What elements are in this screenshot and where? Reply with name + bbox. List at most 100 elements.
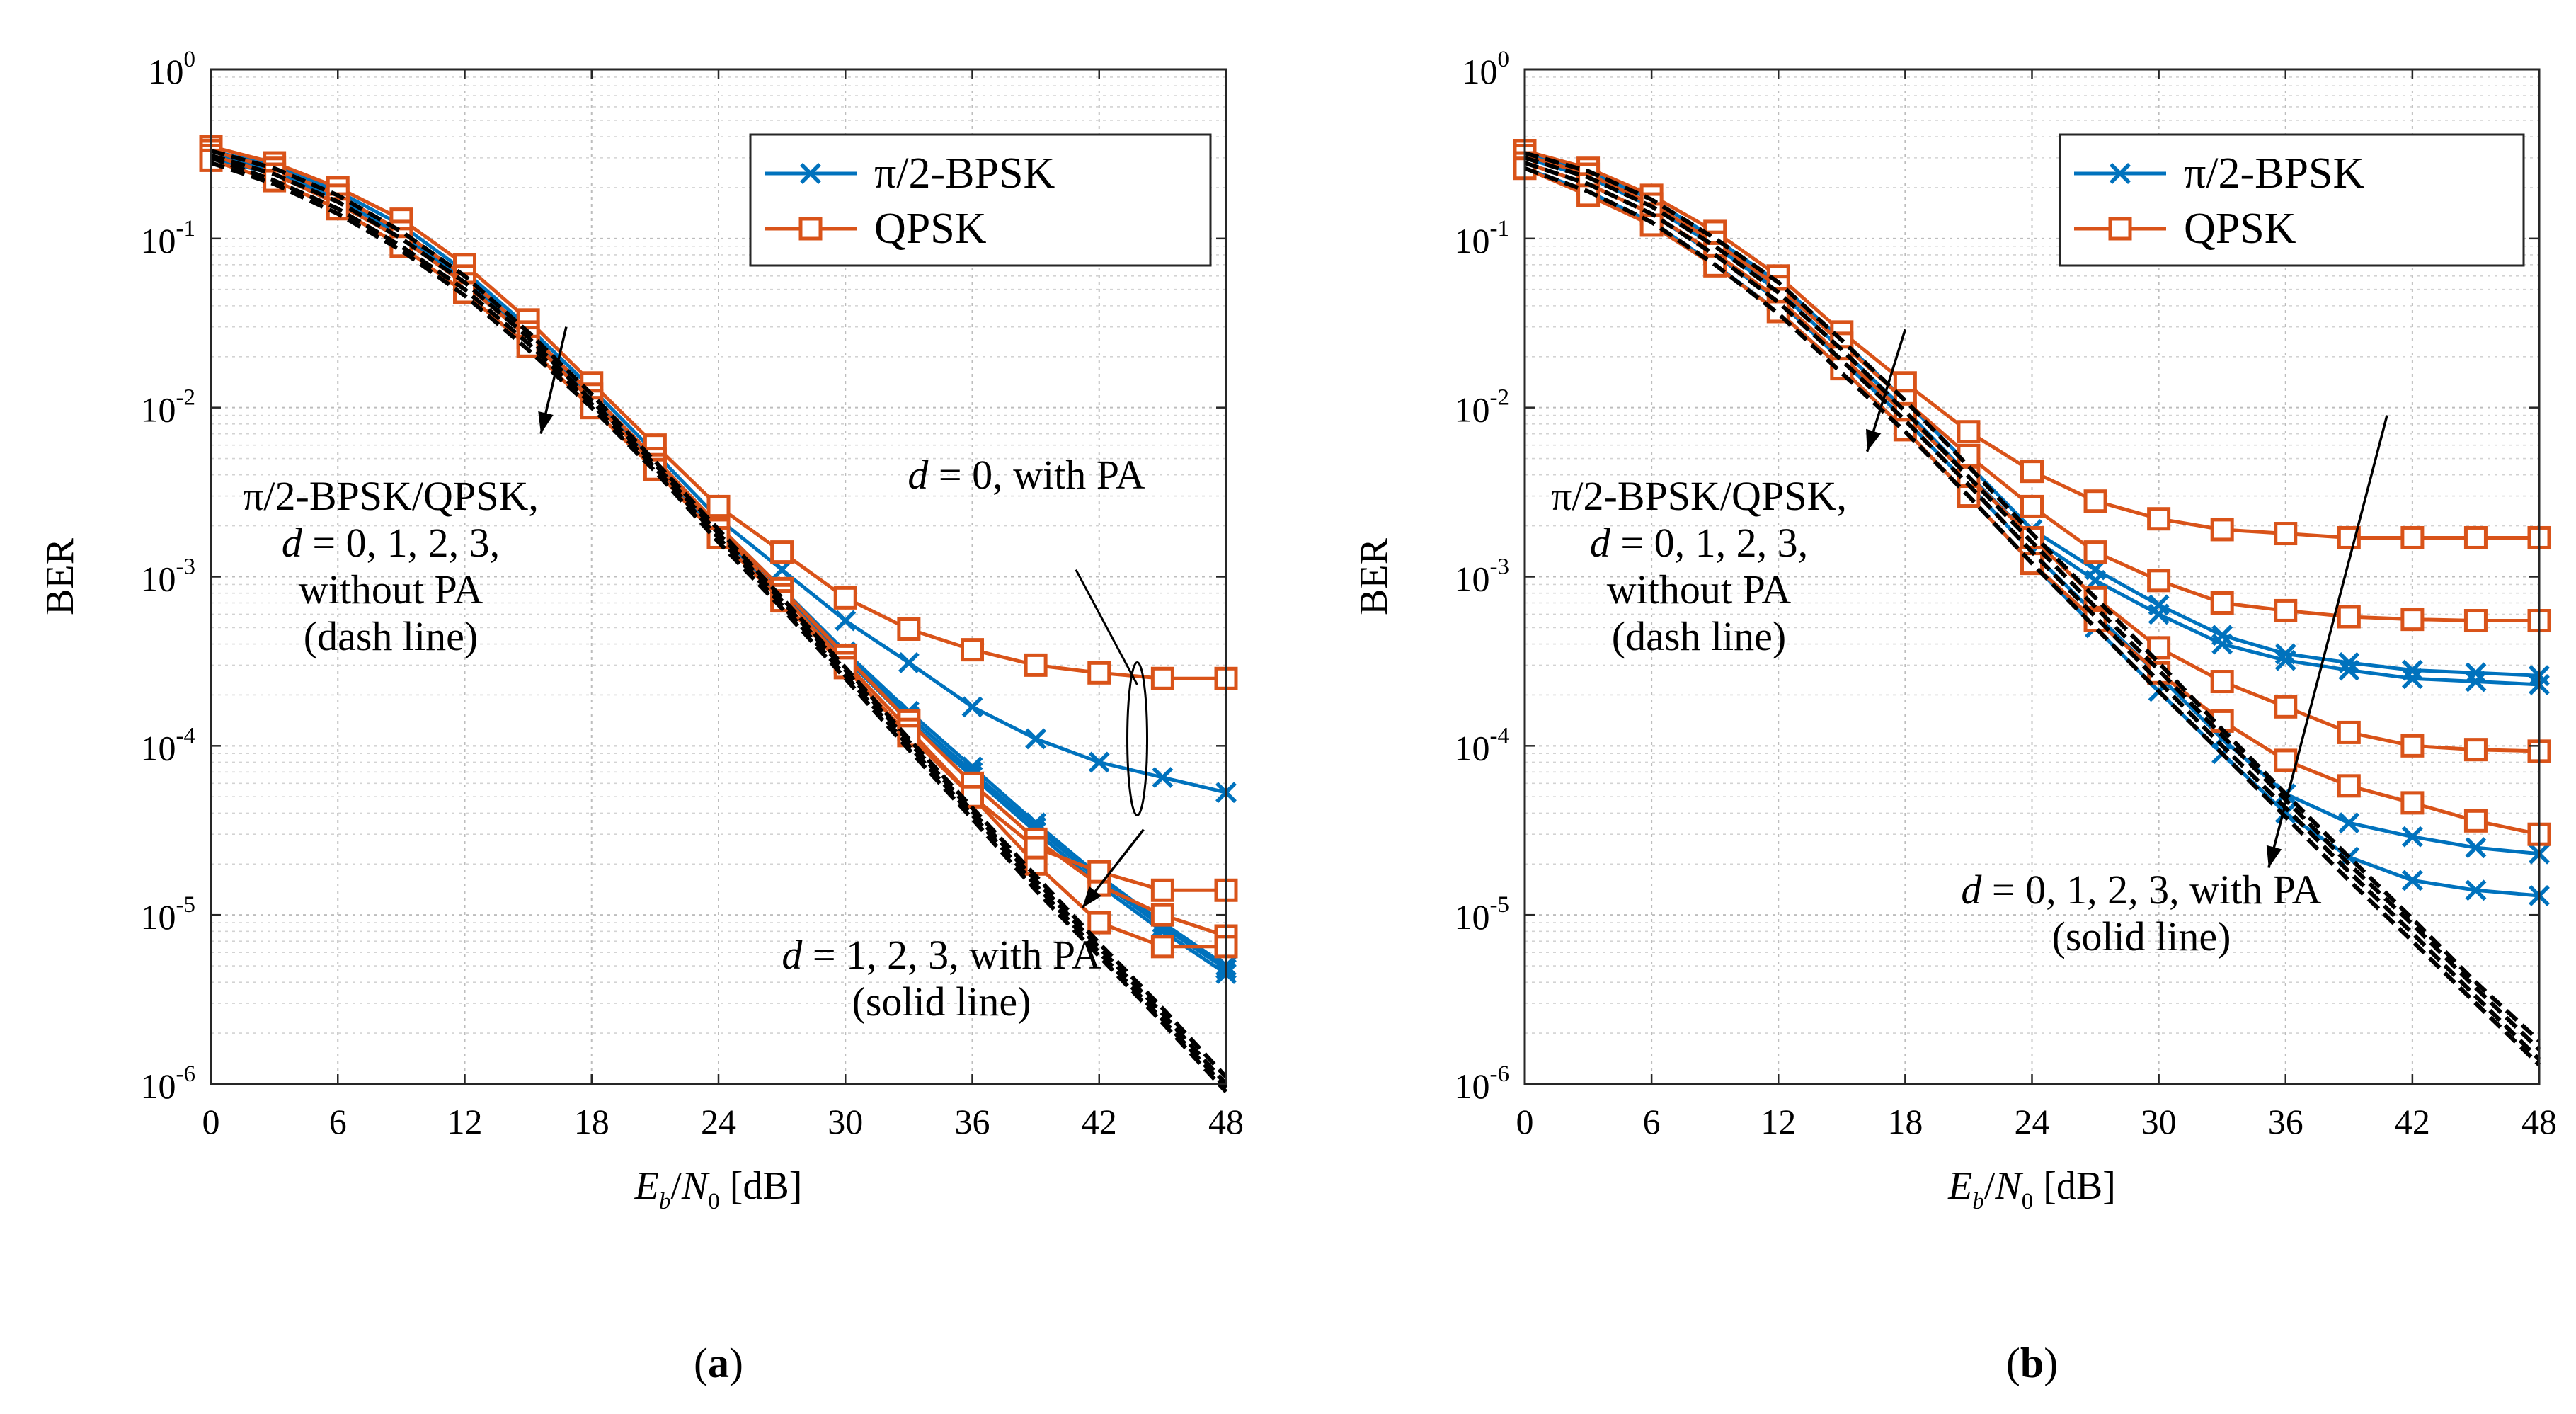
data-point xyxy=(2463,738,2488,762)
data-point xyxy=(706,494,731,518)
series-dash-10 xyxy=(210,156,1228,1090)
data-point xyxy=(2463,525,2488,549)
series-dash-9 xyxy=(210,153,1228,1086)
data-point xyxy=(898,652,920,673)
legend-label: π/2-BPSK xyxy=(2184,149,2364,198)
annotation-pa: d = 0, 1, 2, 3, with PA (solid line) xyxy=(1961,867,2321,959)
data-point xyxy=(1150,903,1174,927)
data-point xyxy=(835,610,857,632)
y-axis-label: BER xyxy=(1352,537,1396,615)
legend-entry: QPSK xyxy=(765,205,987,253)
series-dash-8 xyxy=(1524,151,2541,1043)
series-dash-10 xyxy=(1524,161,2541,1061)
data-point xyxy=(1150,935,1174,959)
data-point xyxy=(961,696,983,718)
data-point xyxy=(2083,540,2107,564)
arrow-without-pa xyxy=(538,326,568,435)
chart-a: 0 6 12 18 24 30 36 42 48 100 10-1 10-2 10-3 10-4 10-5 1… xyxy=(38,47,1244,1386)
series-line xyxy=(1523,166,2541,1066)
x-tick-label: 18 xyxy=(1887,1102,1923,1141)
legend-entry: QPSK xyxy=(2074,205,2296,253)
x-tick-label: 12 xyxy=(1761,1102,1796,1141)
y-tick-label: 100 xyxy=(149,47,196,91)
data-point xyxy=(961,638,984,662)
data-point xyxy=(2211,633,2233,655)
arrow-with-pa xyxy=(2266,415,2388,869)
data-point xyxy=(2274,598,2298,622)
series-dash-11 xyxy=(210,161,1228,1093)
data-point xyxy=(2337,774,2361,798)
legend-label: QPSK xyxy=(874,205,987,253)
data-point xyxy=(2337,720,2361,744)
data-point xyxy=(2274,649,2296,671)
legend-marker xyxy=(800,163,821,184)
x-tick-label: 24 xyxy=(2015,1102,2050,1141)
data-point xyxy=(2401,826,2423,848)
y-tick-label: 10-6 xyxy=(141,1061,196,1106)
annotation-nopa: π/2-BPSK/QPSK, d = 0, 1, 2, 3, without PA(… xyxy=(243,473,539,659)
data-point xyxy=(2274,522,2298,546)
annotation-d0pa: d = 0, with PA xyxy=(908,452,1145,498)
y-tick-label: 10-6 xyxy=(1455,1061,1510,1106)
series-line xyxy=(1524,151,2541,1043)
tick-marks xyxy=(1523,68,2541,1085)
x-tick-label: 6 xyxy=(329,1102,347,1141)
legend-entry: π/2-BPSK xyxy=(765,149,1055,198)
series-group xyxy=(199,135,1238,1093)
data-point xyxy=(2147,569,2171,593)
data-point xyxy=(2400,608,2425,632)
x-tick-label: 18 xyxy=(574,1102,609,1141)
series-dash-9 xyxy=(1524,156,2541,1051)
data-point xyxy=(2465,879,2487,901)
series-square-5 xyxy=(1513,143,2551,633)
y-tick-label: 10-4 xyxy=(1455,723,1510,768)
data-point xyxy=(2274,748,2298,772)
data-point xyxy=(2147,507,2171,531)
data-point xyxy=(2210,591,2234,615)
legend-marker xyxy=(2110,163,2131,184)
data-point xyxy=(2148,603,2170,625)
data-point xyxy=(2210,518,2234,542)
series-line xyxy=(210,153,1228,1086)
data-point xyxy=(2020,494,2044,518)
x-tick-label: 36 xyxy=(955,1102,990,1141)
data-point xyxy=(2210,670,2234,694)
series-line xyxy=(210,149,1228,1079)
data-point xyxy=(2465,662,2487,684)
data-point xyxy=(1150,666,1174,690)
arrow-with-pa xyxy=(1081,828,1145,909)
y-tick-label: 10-3 xyxy=(1455,554,1510,599)
data-point xyxy=(2401,668,2423,690)
data-point xyxy=(2401,870,2423,891)
data-point xyxy=(2463,809,2488,833)
data-point xyxy=(2274,695,2298,719)
data-point xyxy=(2020,460,2044,484)
x-tick-label: 30 xyxy=(2141,1102,2177,1141)
data-point xyxy=(2338,812,2360,834)
x-tick-label: 0 xyxy=(1516,1102,1534,1141)
data-point xyxy=(2400,734,2425,758)
series-dash-11 xyxy=(1523,166,2541,1066)
legend: π/2-BPSK QPSK xyxy=(749,133,1212,267)
x-tick-label: 48 xyxy=(1208,1102,1244,1141)
y-axis-label: BER xyxy=(38,537,82,615)
series-line xyxy=(1524,156,2541,1051)
series-dash-8 xyxy=(210,149,1228,1079)
annotation-d123pa: d = 1, 2, 3, with PA (solid line) xyxy=(782,932,1101,1025)
legend-marker xyxy=(2108,217,2132,241)
series-line xyxy=(210,161,1228,1093)
x-tick-label: 42 xyxy=(1082,1102,1117,1141)
series-line xyxy=(1524,161,2541,1061)
legend-label: π/2-BPSK xyxy=(874,149,1055,198)
y-tick-label: 100 xyxy=(1462,47,1510,91)
ellipse-pointer-line xyxy=(1075,569,1138,685)
x-tick-label: 24 xyxy=(701,1102,736,1141)
data-point xyxy=(2463,609,2488,633)
x-tick-label: 12 xyxy=(447,1102,483,1141)
x-tick-label: 48 xyxy=(2521,1102,2557,1141)
subfigure-label: (b) xyxy=(2006,1340,2058,1386)
y-tick-label: 10-4 xyxy=(141,723,196,768)
series-group xyxy=(1513,139,2551,1066)
x-axis-label: Eb/N0 [dB] xyxy=(634,1164,803,1214)
